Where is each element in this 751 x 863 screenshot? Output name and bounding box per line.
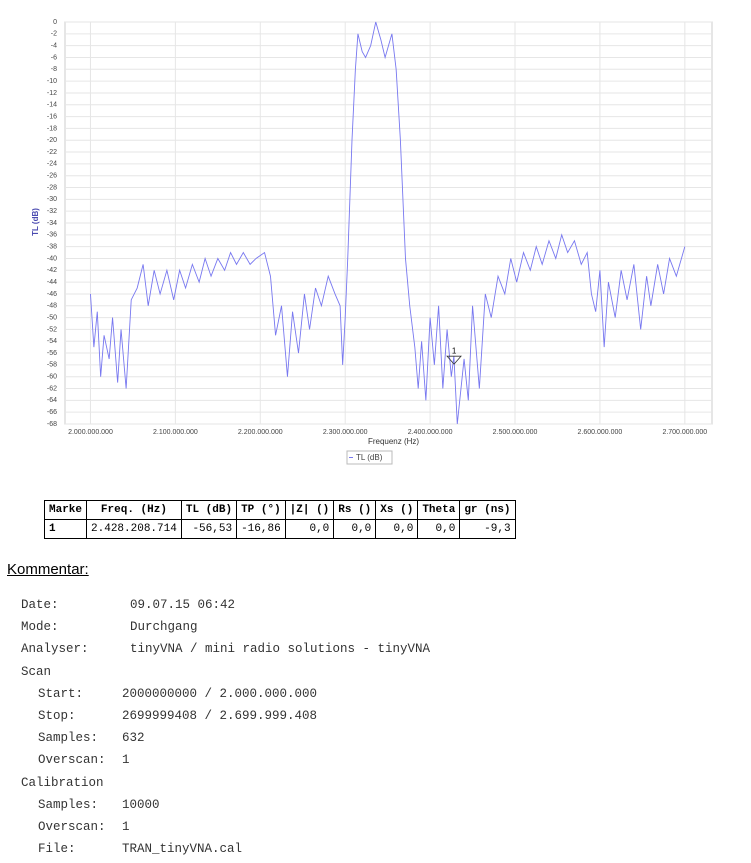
- y-tick-label: -18: [47, 125, 57, 132]
- y-tick-label: -58: [47, 362, 57, 369]
- y-tick-label: -36: [47, 232, 57, 239]
- y-tick-label: -34: [47, 220, 57, 227]
- comment-key: Samples:: [38, 731, 99, 746]
- legend: TL (dB): [346, 450, 393, 465]
- comment-key: Scan: [21, 664, 52, 679]
- y-tick-label: -6: [51, 54, 57, 61]
- header-cell: Theta: [417, 500, 461, 520]
- header-cell: Rs (): [333, 500, 377, 520]
- header-cell: Xs (): [375, 500, 419, 520]
- comment-title: Kommentar:: [7, 561, 89, 578]
- comment-value: 632: [122, 731, 145, 746]
- y-tick-label: -60: [47, 374, 57, 381]
- y-tick-label: -38: [47, 243, 57, 250]
- y-tick-label: -52: [47, 326, 57, 333]
- table-header: Marke Freq. (Hz) TL (dB) TP (°) |Z| () Rs () X…: [43, 500, 516, 520]
- x-axis-title: Frequenz (Hz): [368, 437, 419, 446]
- comment-value: 1: [122, 820, 130, 834]
- comment-key: Date:: [21, 598, 59, 612]
- y-tick-label: -48: [47, 303, 57, 310]
- comment-value: tinyVNA / mini radio solutions - tinyVNA: [130, 642, 431, 657]
- y-tick-label: -4: [51, 42, 57, 49]
- table-cell: -16,86: [236, 519, 286, 539]
- header-cell: Freq. (Hz): [86, 500, 182, 520]
- comment-key: Overscan:: [38, 820, 106, 834]
- y-tick-label: -12: [47, 90, 57, 97]
- comment-key: Samples:: [38, 797, 99, 812]
- y-tick-label: -68: [47, 421, 57, 428]
- y-tick-label: -16: [47, 113, 57, 120]
- y-tick-label: -50: [47, 314, 57, 321]
- header-cell: Marke: [43, 500, 88, 520]
- table-row: 1 2.428.208.714 -56,53 -16,86 0,0 0,0 0,0 0,0 -9…: [43, 519, 516, 539]
- table-cell: -56,53: [180, 519, 238, 539]
- y-tick-label: -8: [51, 66, 57, 73]
- y-tick-label: -32: [47, 208, 57, 215]
- y-tick-label: -2: [51, 31, 57, 38]
- marker-triangle: [446, 355, 462, 365]
- header-cell: gr (ns): [459, 500, 516, 520]
- y-tick-label: -22: [47, 149, 57, 156]
- table-cell: 0,0: [284, 519, 335, 539]
- x-tick-label: 2.400.000.000: [408, 429, 453, 436]
- y-axis-title: TL (dB): [31, 208, 40, 236]
- comment-key: Stop:: [38, 709, 76, 723]
- y-tick-label: -64: [47, 397, 57, 404]
- y-tick-label: -30: [47, 196, 57, 203]
- marker-table: Marke Freq. (Hz) TL (dB) TP (°) |Z| () Rs () X…: [43, 500, 516, 539]
- comment-key: File:: [38, 842, 76, 857]
- comment-value: 2000000000 / 2.000.000.000: [122, 686, 318, 701]
- table-cell: 0,0: [333, 519, 377, 539]
- y-tick-label: -44: [47, 279, 57, 286]
- y-tick-label: -28: [47, 184, 57, 191]
- comment-value: TRAN_tinyVNA.cal: [122, 842, 243, 857]
- comment-key: Start:: [38, 686, 84, 701]
- y-tick-label: -62: [47, 385, 57, 392]
- y-tick-label: -42: [47, 267, 57, 274]
- chart: 0 -2 -4 -6 -8 -10 -12 -14 -16 -18 -20 -22 -24 -26 -28 -…: [31, 19, 713, 465]
- x-tick-label: 2.000.000.000: [68, 429, 113, 436]
- y-tick-label: -26: [47, 173, 57, 180]
- header-cell: TL (dB): [180, 500, 238, 520]
- comment-key: Analyser:: [21, 642, 89, 657]
- y-tick-label: -40: [47, 255, 57, 262]
- y-tick-label: -20: [47, 137, 57, 144]
- y-tick-label: -56: [47, 350, 57, 357]
- y-tick-label: -24: [47, 161, 57, 168]
- header-cell: TP (°): [236, 500, 286, 520]
- header-cell: |Z| (): [284, 500, 335, 520]
- table-cell: -9,3: [459, 519, 516, 539]
- series-line: [90, 21, 686, 425]
- comment-key: Overscan:: [38, 753, 106, 768]
- y-tick-label: -54: [47, 338, 57, 345]
- comment-value: Durchgang: [130, 620, 198, 635]
- x-tick-label: 2.100.000.000: [153, 429, 198, 436]
- comment-key: Mode:: [21, 620, 59, 635]
- x-tick-label: 2.700.000.000: [662, 429, 707, 436]
- y-tick-label: -66: [47, 409, 57, 416]
- comment-key: Calibration: [21, 775, 104, 790]
- marker-label: 1: [452, 346, 457, 355]
- comment-value: 10000: [122, 797, 160, 812]
- x-tick-label: 2.600.000.000: [578, 429, 623, 436]
- legend-box: [346, 450, 393, 465]
- x-tick-label: 2.300.000.000: [323, 429, 368, 436]
- table-cell: 2.428.208.714: [86, 519, 182, 539]
- x-tick-label: 2.500.000.000: [493, 429, 538, 436]
- table-cell: 1: [43, 519, 88, 539]
- x-tick-label: 2.200.000.000: [238, 429, 283, 436]
- table-cell: 0,0: [417, 519, 461, 539]
- comment-value: 1: [122, 753, 130, 768]
- legend-label: TL (dB): [356, 453, 383, 462]
- comment-value: 2699999408 / 2.699.999.408: [122, 709, 318, 723]
- y-tick-label: -46: [47, 291, 57, 298]
- y-tick-label: 0: [53, 19, 57, 26]
- y-tick-label: -14: [47, 102, 57, 109]
- table-cell: 0,0: [375, 519, 419, 539]
- comment-value: 09.07.15 06:42: [130, 598, 236, 612]
- y-tick-label: -10: [47, 78, 57, 85]
